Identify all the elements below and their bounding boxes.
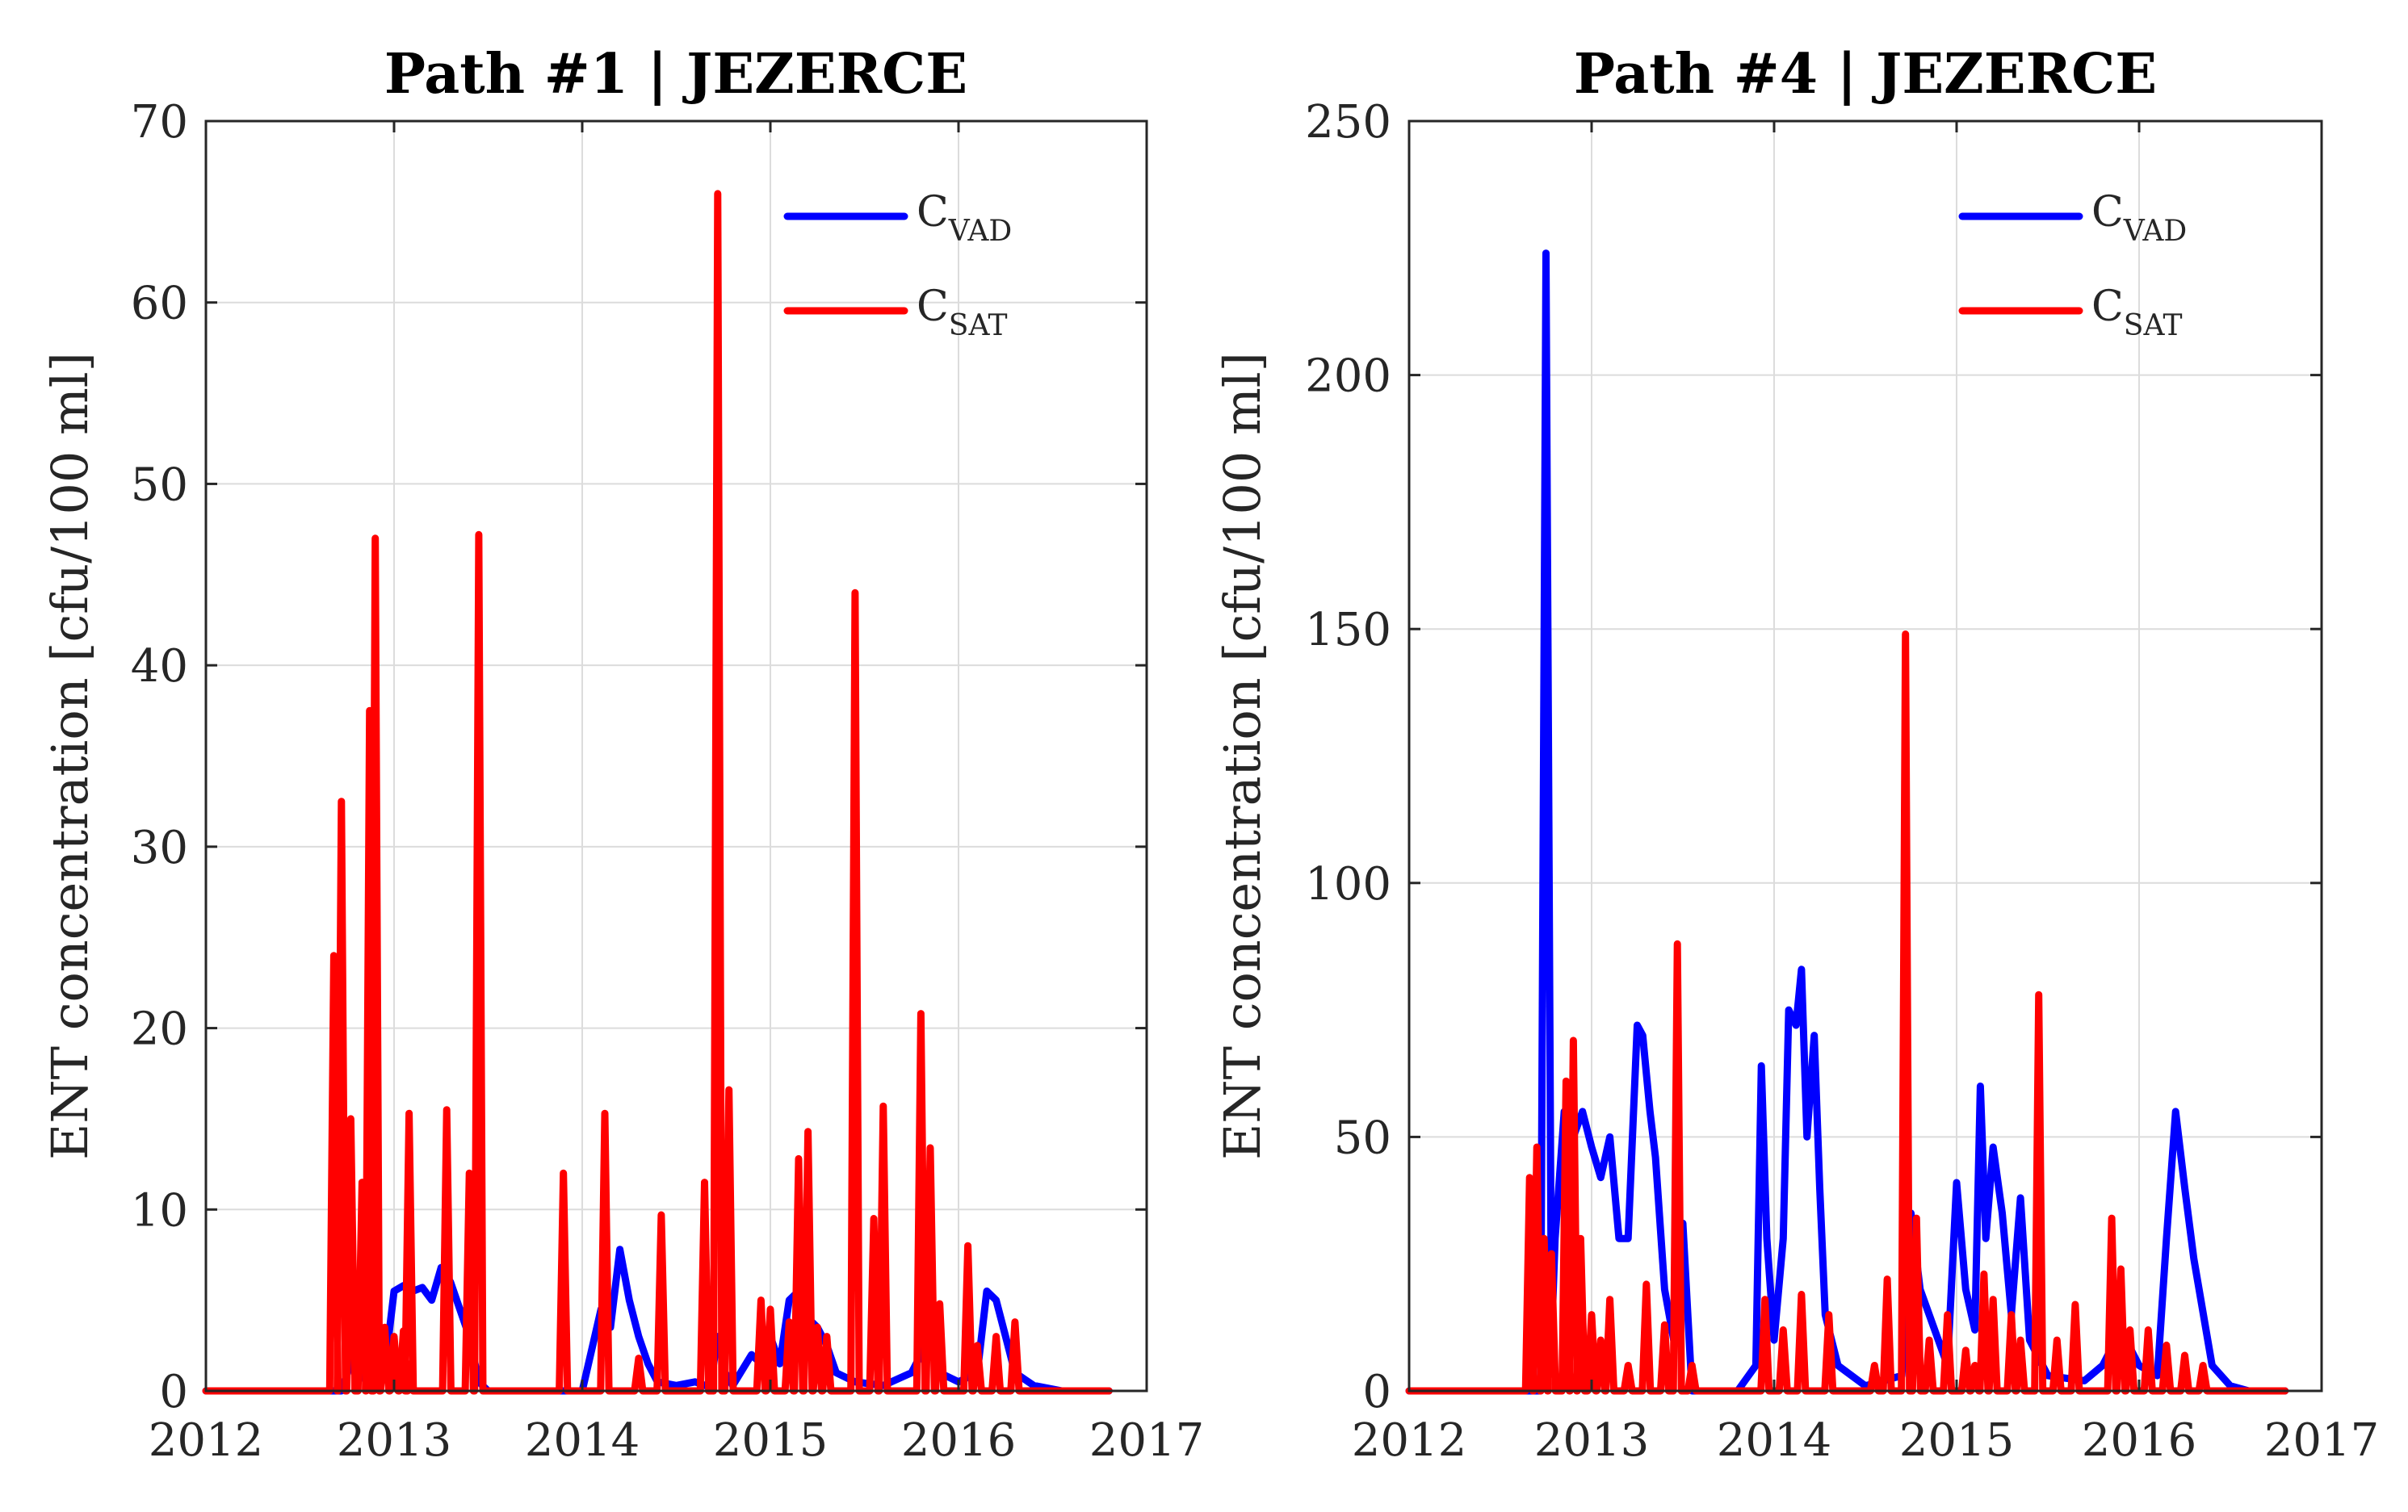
legend-main: C [917,188,949,237]
chart-title: Path #1 | JEZERCE [384,42,967,107]
y-axis-label: ENT concentration [cfu/100 ml] [1213,352,1272,1160]
x-tick-label: 2016 [901,1414,1017,1467]
x-tick-label: 2014 [1717,1414,1832,1467]
x-tick-label: 2014 [525,1414,640,1467]
legend-subscript: SAT [949,309,1008,342]
x-tick-label: 2012 [1352,1414,1467,1467]
y-tick-label: 10 [131,1184,188,1237]
y-tick-label: 0 [159,1366,188,1418]
x-tick-label: 2013 [1534,1414,1650,1467]
chart-title: Path #4 | JEZERCE [1574,42,2157,107]
x-tick-label: 2015 [713,1414,829,1467]
y-tick-label: 70 [131,96,188,149]
panel-path-1: 2012 2013 2014 2015 2016 2017 0 10 20 30 40 50 60 70 P… [40,42,1204,1467]
legend-entry-sat: CSAT [2091,283,2183,342]
y-axis-label: ENT concentration [cfu/100 ml] [40,352,99,1160]
y-tick-label: 20 [131,1003,188,1056]
y-tick-label: 50 [131,459,188,511]
legend-entry-sat: CSAT [917,283,1008,342]
y-tick-label: 30 [131,822,188,874]
axes-box [204,119,1148,1393]
x-tick-label: 2017 [1089,1414,1205,1467]
legend-main: C [917,283,949,331]
legend-main: C [2091,283,2124,331]
legend-subscript: VAD [2123,215,2187,248]
y-tick-label: 40 [131,640,188,693]
y-tick-label: 60 [131,278,188,330]
series-line-c-sat [1405,630,2289,1395]
legend-entry-vad: CVAD [2091,188,2187,248]
x-tick-label: 2013 [337,1414,452,1467]
x-tick-label: 2015 [1899,1414,2015,1467]
x-tick-label: 2016 [2082,1414,2197,1467]
y-tick-label: 0 [1362,1366,1391,1418]
series-group [1405,249,2289,1395]
y-tick-label: 50 [1334,1112,1391,1164]
axes-box [1407,119,2323,1393]
legend-entry-vad: CVAD [917,188,1012,248]
y-tick-label: 100 [1305,858,1391,911]
x-tick-label: 2012 [149,1414,264,1467]
x-tick-label: 2017 [2264,1414,2380,1467]
panel-path-4: 2012 2013 2014 2015 2016 2017 0 50 100 150 200 250 P… [1213,42,2379,1467]
y-tick-label: 150 [1305,604,1391,656]
legend-subscript: VAD [948,215,1012,248]
y-tick-label: 250 [1305,96,1391,149]
legend-main: C [2091,188,2124,237]
legend-subscript: SAT [2124,309,2183,342]
y-tick-label: 200 [1305,350,1391,403]
